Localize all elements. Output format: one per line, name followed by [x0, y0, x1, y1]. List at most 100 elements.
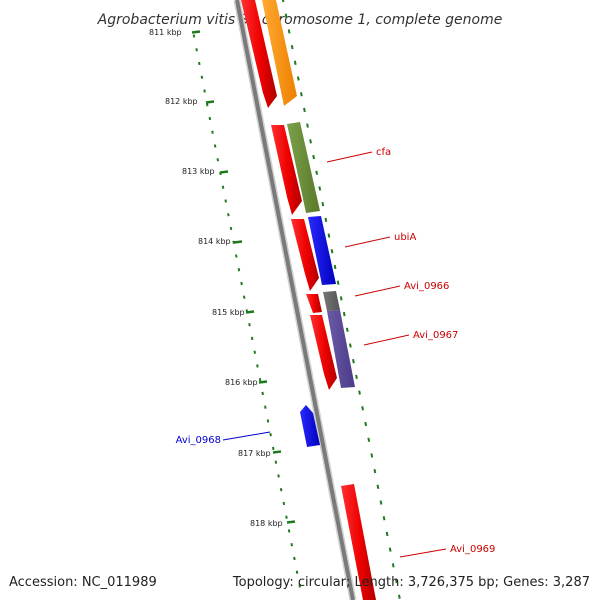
- ruler-tick: [287, 29, 291, 34]
- kbp-scale: 811 kbp 812 kbp 813 kbp 814 kbp 815 kbp …: [149, 28, 283, 528]
- ruler-tick: [195, 48, 198, 52]
- gene-label-cfa[interactable]: cfa: [376, 147, 391, 158]
- ruler-tick: [293, 556, 296, 561]
- kbp-major-tick: [205, 100, 215, 104]
- gene-leader-line: [344, 236, 391, 248]
- ruler-tick: [295, 570, 299, 574]
- gene-label-avi-0967[interactable]: Avi_0967: [413, 330, 458, 341]
- gene-labels: cfa ubiA Avi_0966 Avi_0967 Avi_0968 Avi_…: [176, 147, 495, 558]
- ruler-tick: [349, 343, 352, 348]
- ruler-tick: [284, 13, 288, 18]
- kbp-label: 813 kbp: [182, 167, 215, 176]
- ruler-tick: [385, 531, 389, 537]
- gene-feature[interactable]: [327, 310, 355, 388]
- ruler-tick: [279, 488, 283, 492]
- ruler-tick: [361, 406, 364, 411]
- kbp-major-tick: [258, 380, 268, 384]
- kbp-major-tick: [191, 30, 201, 34]
- ruler-tick: [358, 390, 361, 395]
- ruler-tick: [388, 547, 392, 552]
- ruler-tick: [285, 515, 288, 519]
- ruler-tick: [391, 563, 395, 568]
- kbp-major-tick: [286, 520, 296, 524]
- gene-feature[interactable]: [241, 0, 277, 108]
- topology-text: Topology: circular; Length: 3,726,375 bp…: [232, 575, 590, 590]
- gene-label-avi-0966[interactable]: Avi_0966: [404, 281, 449, 292]
- gene-feature[interactable]: [323, 291, 340, 311]
- ruler-tick: [216, 158, 220, 162]
- ruler-tick: [345, 327, 349, 332]
- ruler-tick: [336, 280, 340, 285]
- forward-strand-genes: [262, 0, 376, 600]
- gene-feature[interactable]: [300, 405, 320, 447]
- ruler-tick: [327, 233, 331, 238]
- ruler-tick: [373, 468, 377, 474]
- backbone-line: [235, 0, 355, 600]
- kbp-label: 818 kbp: [250, 519, 283, 528]
- gene-feature[interactable]: [287, 122, 320, 213]
- ruler-tick: [303, 107, 306, 113]
- gene-feature[interactable]: [291, 219, 319, 291]
- ruler-tick: [376, 484, 380, 489]
- ruler-tick: [312, 154, 315, 160]
- ruler-tick: [281, 0, 285, 3]
- inner-ruler: [192, 34, 301, 588]
- ruler-tick: [315, 170, 319, 175]
- ruler-tick: [333, 264, 337, 270]
- gene-feature[interactable]: [306, 294, 322, 313]
- gene-label-avi-0969[interactable]: Avi_0969: [450, 544, 495, 555]
- gene-label-ubiA[interactable]: ubiA: [394, 232, 416, 243]
- ruler-tick: [242, 295, 246, 299]
- kbp-major-tick: [245, 310, 255, 314]
- kbp-label: 816 kbp: [225, 378, 258, 387]
- ruler-tick: [221, 185, 225, 189]
- ruler-tick: [306, 123, 309, 128]
- accession-text: Accession: NC_011989: [9, 575, 157, 590]
- ruler-tick: [277, 474, 280, 478]
- ruler-tick: [287, 529, 291, 533]
- ruler-tick: [258, 378, 262, 382]
- gene-feature[interactable]: [308, 216, 336, 285]
- kbp-label: 814 kbp: [198, 237, 231, 246]
- ruler-tick: [224, 199, 227, 203]
- kbp-major-tick: [233, 240, 243, 244]
- kbp-label: 817 kbp: [238, 449, 271, 458]
- ruler-tick: [296, 76, 300, 81]
- ruler-tick: [264, 405, 267, 409]
- gene-feature[interactable]: [262, 0, 297, 106]
- ruler-tick: [298, 584, 301, 588]
- ruler-tick: [274, 460, 278, 464]
- gene-leader-line: [326, 151, 373, 163]
- ruler-tick: [250, 336, 254, 341]
- kbp-major-tick: [219, 170, 229, 174]
- ruler-tick: [398, 594, 401, 599]
- ruler-tick: [266, 419, 270, 423]
- gene-leader-line: [354, 285, 401, 297]
- gene-leader-line: [222, 431, 271, 441]
- kbp-label: 811 kbp: [149, 28, 182, 37]
- ruler-tick: [370, 453, 374, 458]
- ruler-tick: [309, 139, 312, 144]
- ruler-tick: [211, 130, 214, 134]
- gene-feature[interactable]: [341, 484, 376, 600]
- ruler-tick: [352, 359, 355, 364]
- gene-label-avi-0968[interactable]: Avi_0968: [176, 435, 221, 446]
- ruler-tick: [290, 44, 294, 50]
- ruler-tick: [330, 249, 334, 254]
- ruler-tick: [213, 144, 217, 148]
- ruler-tick: [290, 543, 294, 547]
- ruler-tick: [192, 34, 196, 38]
- ruler-tick: [342, 311, 346, 317]
- gene-feature[interactable]: [271, 125, 302, 215]
- kbp-major-tick: [272, 450, 282, 454]
- ruler-tick: [203, 89, 206, 93]
- gene-leader-line: [363, 334, 410, 346]
- ruler-tick: [394, 578, 398, 584]
- ruler-tick: [198, 61, 201, 66]
- page-title: Agrobacterium vitis S4 chromosome 1, com…: [97, 12, 503, 28]
- kbp-major-ticks: [191, 30, 296, 524]
- ruler-tick: [240, 281, 243, 286]
- ruler-tick: [229, 226, 233, 231]
- gene-feature[interactable]: [310, 315, 337, 390]
